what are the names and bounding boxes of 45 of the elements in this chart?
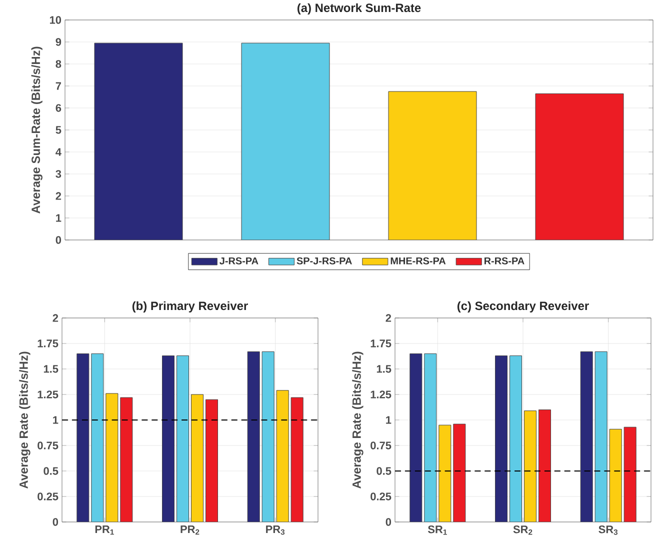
y-tick-label: 1.75	[38, 340, 58, 348]
y-tick-label: 0.25	[38, 492, 58, 500]
y-tick-label: 0	[386, 518, 392, 526]
y-tick-label: 0.75	[38, 442, 58, 450]
legend-label: MHE-RS-PA	[390, 257, 446, 264]
y-tick-label: 1	[53, 416, 58, 424]
y-tick-label: 1.5	[376, 365, 392, 373]
chart-title: (a) Network Sum-Rate	[297, 3, 421, 14]
y-tick-label: 0.5	[376, 467, 392, 475]
legend-label: R-RS-PA	[484, 257, 524, 264]
y-tick-label: 2	[386, 314, 392, 322]
y-tick-label: 1	[56, 214, 62, 222]
y-tick-label: 2	[52, 314, 58, 322]
y-tick-label: 0	[52, 518, 58, 526]
x-tick-label: PR$_{2}$	[180, 526, 200, 535]
y-tick-label: 6	[56, 104, 62, 112]
y-tick-label: 1	[386, 416, 392, 424]
y-tick-label: 8	[56, 60, 62, 68]
y-tick-label: 1.25	[38, 390, 58, 398]
x-tick-label: SR$_{2}$	[513, 526, 532, 535]
y-tick-label: 1.5	[44, 365, 58, 373]
legend-label: SP-J-RS-PA	[296, 257, 352, 264]
y-tick-label: 1.25	[370, 390, 392, 398]
y-axis-title: Average Rate (Bits/s/Hz)	[19, 352, 30, 489]
x-tick-label: PR$_{3}$	[266, 526, 285, 535]
y-axis-title: Average Rate (Bits/s/Hz)	[352, 352, 364, 489]
chart-title: (b) Primary Reveiver	[132, 301, 248, 312]
y-tick-label: 7	[56, 82, 61, 90]
y-tick-label: 5	[56, 126, 62, 134]
y-tick-label: 2	[56, 192, 62, 200]
y-axis-title: Average Sum-Rate (Bits/s/Hz)	[31, 46, 42, 214]
y-tick-label: 0	[56, 236, 62, 244]
y-tick-label: 0.75	[370, 442, 392, 450]
x-tick-label: PR$_{1}$	[95, 526, 114, 535]
y-tick-label: 4	[56, 148, 62, 156]
y-tick-label: 1.75	[370, 340, 392, 348]
chart-title: (c) Secondary Reveiver	[457, 301, 589, 312]
y-tick-label: 0.25	[370, 492, 392, 500]
y-tick-label: 10	[50, 16, 62, 24]
y-tick-label: 0.5	[44, 467, 58, 475]
y-tick-label: 3	[56, 170, 62, 178]
x-tick-label: SR$_{3}$	[598, 526, 618, 535]
x-tick-label: SR$_{1}$	[428, 526, 447, 535]
legend-label: J-RS-PA	[220, 257, 258, 264]
y-tick-label: 9	[56, 38, 62, 46]
